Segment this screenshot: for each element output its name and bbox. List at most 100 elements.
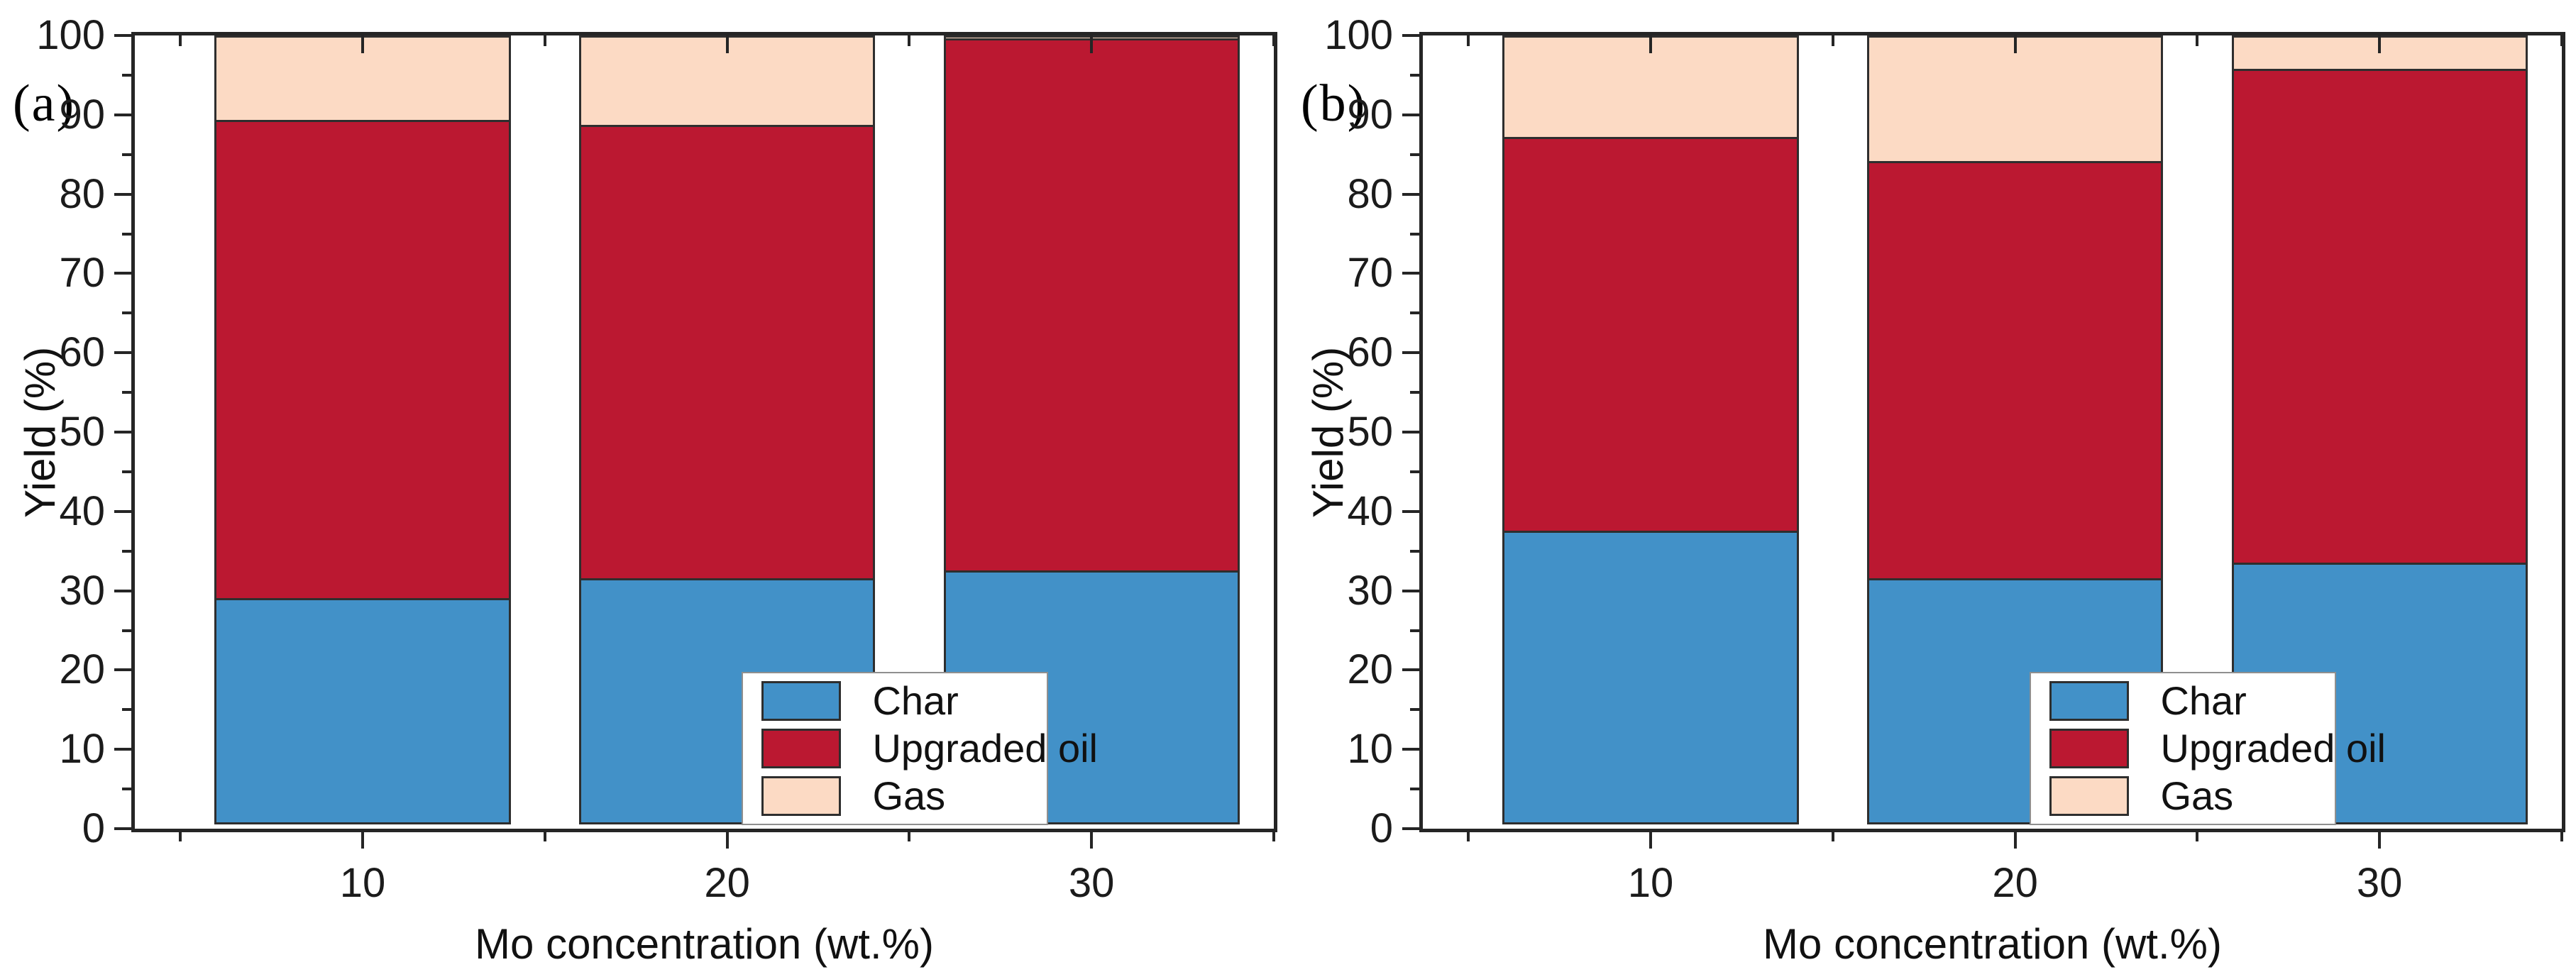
legend-swatch-upgraded-oil [761, 728, 842, 768]
y-tick-label: 100 [1324, 12, 1393, 58]
bar-segment-upgraded-oil [578, 124, 876, 581]
y-tick-label: 80 [1347, 170, 1393, 217]
bar-segment-gas [1866, 35, 2164, 163]
y-major-tick [1402, 113, 1419, 116]
x-minor-tick [2196, 832, 2199, 841]
x-major-tick [1649, 832, 1652, 849]
legend-label-char: Char [2160, 678, 2247, 724]
bars-layer-b [1423, 35, 2562, 829]
y-major-tick [114, 748, 131, 751]
y-minor-tick [1410, 629, 1419, 632]
top-minor-tick [543, 35, 546, 46]
y-minor-tick [122, 311, 131, 315]
y-major-tick [114, 351, 131, 355]
y-minor-tick [122, 788, 131, 791]
y-axis-title-a: Yield (%) [16, 346, 64, 518]
bar-30 [943, 35, 1240, 829]
top-minor-tick [2196, 35, 2199, 46]
top-minor-tick [2560, 35, 2563, 46]
top-minor-tick [908, 35, 911, 46]
y-tick-label: 70 [1347, 250, 1393, 297]
plot-area-b: Yield (%) Char Upgraded oil Gas Mo conce… [1304, 15, 2565, 968]
y-minor-tick [122, 391, 131, 394]
top-major-tick [1649, 35, 1652, 53]
y-tick-label: 30 [1347, 567, 1393, 614]
legend-swatch-upgraded-oil [2049, 728, 2130, 768]
y-major-tick [1402, 34, 1419, 37]
y-minor-tick [122, 73, 131, 77]
x-minor-tick [908, 832, 911, 841]
x-tick-label: 30 [1068, 860, 1115, 906]
x-minor-tick [1831, 832, 1834, 841]
y-tick-label: 10 [1347, 726, 1393, 773]
y-tick-label: 30 [59, 567, 105, 614]
legend-label-gas: Gas [872, 773, 946, 819]
top-minor-tick [179, 35, 182, 46]
y-minor-tick [122, 232, 131, 236]
bar-20 [578, 35, 876, 829]
y-major-tick [1402, 351, 1419, 355]
y-tick-label: 90 [1347, 91, 1393, 138]
bar-segment-char [214, 598, 511, 824]
y-minor-tick [122, 470, 131, 473]
panel-b: (b) Yield (%) Char Upgraded oil Gas Mo c… [1288, 0, 2576, 972]
legend-swatch-gas [2049, 775, 2130, 816]
y-tick-label: 40 [59, 487, 105, 534]
y-tick-label: 60 [59, 329, 105, 376]
y-tick-label: 10 [59, 726, 105, 773]
y-major-tick [114, 509, 131, 513]
bar-segment-upgraded-oil [1866, 160, 2164, 581]
x-major-tick [361, 832, 364, 849]
y-tick-label: 100 [36, 12, 105, 58]
y-major-tick [114, 668, 131, 672]
x-axis-title-a: Mo concentration (wt.%) [475, 920, 934, 968]
top-minor-tick [1467, 35, 1470, 46]
x-major-tick [2013, 832, 2017, 849]
y-major-tick [1402, 668, 1419, 672]
y-minor-tick [1410, 470, 1419, 473]
y-major-tick [1402, 272, 1419, 275]
y-minor-tick [122, 549, 131, 553]
x-major-tick [2378, 832, 2382, 849]
y-tick-label: 20 [1347, 646, 1393, 693]
y-tick-label: 20 [59, 646, 105, 693]
y-tick-label: 0 [82, 805, 105, 851]
x-tick-label: 30 [2356, 860, 2403, 906]
legend-row-upgraded-oil: Upgraded oil [761, 726, 1098, 771]
x-minor-tick [1467, 832, 1470, 841]
y-tick-label: 60 [1347, 329, 1393, 376]
legend-a: Char Upgraded oil Gas [742, 671, 1098, 825]
top-major-tick [2378, 35, 2382, 53]
legend-row-gas: Gas [2049, 773, 2335, 818]
y-tick-label: 90 [59, 91, 105, 138]
bar-10 [214, 35, 511, 829]
y-tick-label: 0 [1370, 805, 1393, 851]
y-axis-title-b: Yield (%) [1304, 346, 1352, 518]
legend-row-char: Char [761, 678, 1047, 723]
legend-row-upgraded-oil: Upgraded oil [2049, 726, 2386, 771]
panel-a: (a) Yield (%) Char Upgraded oil Gas Mo c… [13, 12, 1277, 968]
y-minor-tick [1410, 73, 1419, 77]
y-minor-tick [1410, 788, 1419, 791]
legend-label-upgraded-oil: Upgraded oil [872, 726, 1098, 771]
x-tick-label: 20 [704, 860, 750, 906]
y-minor-tick [122, 629, 131, 632]
y-major-tick [114, 272, 131, 275]
y-major-tick [114, 589, 131, 592]
top-minor-tick [1272, 35, 1275, 46]
panel-b-label: (b) [1301, 74, 1367, 133]
y-major-tick [1402, 509, 1419, 513]
x-tick-label: 10 [339, 860, 386, 906]
x-minor-tick [1272, 832, 1275, 841]
bar-segment-char [1502, 531, 1799, 824]
x-tick-label: 20 [1992, 860, 2038, 906]
bar-segment-upgraded-oil [943, 38, 1240, 573]
y-major-tick [114, 431, 131, 433]
top-major-tick [2013, 35, 2017, 53]
y-major-tick [1402, 431, 1419, 433]
x-major-tick [725, 832, 729, 849]
top-major-tick [1090, 35, 1094, 53]
y-minor-tick [1410, 708, 1419, 712]
y-minor-tick [1410, 232, 1419, 236]
